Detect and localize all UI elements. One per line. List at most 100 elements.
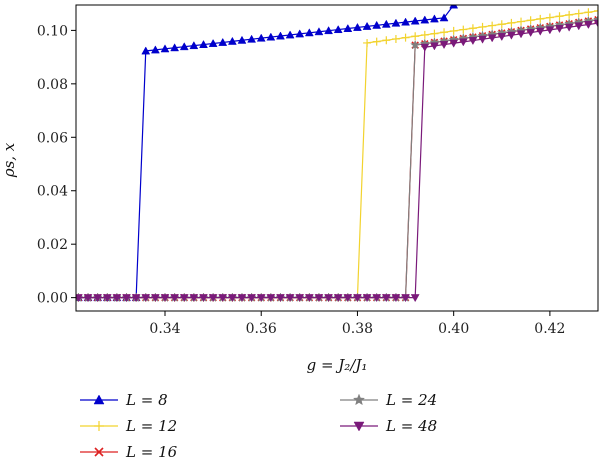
legend-marker xyxy=(352,393,366,406)
legend-item: L = 12 xyxy=(80,417,177,435)
data-point xyxy=(583,21,593,30)
data-point xyxy=(487,34,497,43)
data-point xyxy=(555,12,564,21)
data-point xyxy=(141,294,151,303)
data-point xyxy=(497,20,506,29)
data-point xyxy=(391,34,400,43)
data-point xyxy=(227,36,237,45)
data-point xyxy=(333,294,343,303)
data-point xyxy=(276,294,285,303)
data-point xyxy=(391,294,401,303)
legend-item: L = 48 xyxy=(340,417,437,435)
x-tick-label: 0.38 xyxy=(342,321,373,337)
data-point xyxy=(468,37,478,46)
data-point xyxy=(247,34,257,43)
data-point xyxy=(526,16,535,25)
data-point xyxy=(526,29,536,38)
series-l-48 xyxy=(76,19,598,303)
data-point xyxy=(314,294,324,303)
data-point xyxy=(131,294,141,303)
plot-frame xyxy=(75,4,599,312)
data-point xyxy=(237,294,247,303)
data-point xyxy=(324,26,334,35)
data-point xyxy=(516,30,526,39)
data-point xyxy=(401,33,410,42)
data-point xyxy=(468,24,477,33)
x-axis-label: g = J₂/J₁ xyxy=(307,356,368,374)
data-point xyxy=(507,18,516,27)
x-tick-label: 0.34 xyxy=(149,321,180,337)
data-point xyxy=(594,6,598,15)
data-point xyxy=(593,19,598,28)
legend-marker xyxy=(353,421,365,432)
data-point xyxy=(372,294,382,303)
data-point xyxy=(353,22,362,31)
series-layer xyxy=(76,5,598,303)
data-point xyxy=(112,294,122,303)
data-point xyxy=(565,10,574,19)
data-point xyxy=(276,31,285,40)
data-point xyxy=(170,43,180,52)
data-point xyxy=(362,294,372,303)
data-point xyxy=(150,294,160,303)
data-point xyxy=(430,29,439,38)
legend-label: L = 24 xyxy=(385,391,437,409)
x-tick-label: 0.42 xyxy=(534,321,565,337)
data-point xyxy=(170,294,180,303)
data-point xyxy=(179,42,189,51)
data-point xyxy=(295,29,305,38)
data-point xyxy=(478,22,487,31)
legend-marker xyxy=(94,421,104,431)
data-point xyxy=(429,14,439,23)
data-point xyxy=(401,294,410,303)
data-point xyxy=(266,294,276,303)
data-point xyxy=(382,36,391,45)
data-point xyxy=(102,294,112,303)
data-point xyxy=(93,294,103,303)
data-point xyxy=(218,294,228,303)
data-point xyxy=(381,294,391,303)
data-point xyxy=(545,26,555,35)
y-axis-label: ρs, x xyxy=(0,142,18,178)
data-point xyxy=(391,18,401,27)
data-point xyxy=(506,31,516,40)
y-tick-label: 0.10 xyxy=(37,23,68,39)
data-point xyxy=(584,8,593,17)
data-point xyxy=(295,294,305,303)
data-point xyxy=(122,294,131,303)
data-point xyxy=(429,42,439,51)
legend: L = 8 L = 12 L = 16 L = 24 L = 48 xyxy=(80,391,437,461)
data-point xyxy=(179,294,189,303)
data-point xyxy=(343,24,353,32)
data-point xyxy=(449,26,458,35)
data-point xyxy=(372,37,381,46)
data-point xyxy=(304,28,314,37)
data-point xyxy=(497,33,507,42)
data-point xyxy=(285,30,295,39)
data-point xyxy=(333,25,343,34)
data-point xyxy=(208,38,218,47)
data-point xyxy=(160,294,170,303)
data-point xyxy=(266,32,276,41)
y-tick-label: 0.00 xyxy=(37,291,68,307)
data-point xyxy=(304,294,314,303)
data-point xyxy=(535,27,545,36)
data-point xyxy=(141,46,151,55)
data-point xyxy=(555,25,564,34)
y-tick-label: 0.04 xyxy=(37,184,68,200)
data-point xyxy=(449,39,459,48)
y-tick-label: 0.02 xyxy=(37,237,68,253)
data-point xyxy=(237,35,247,44)
data-point xyxy=(362,21,372,30)
data-point xyxy=(160,44,170,53)
data-point xyxy=(439,13,449,22)
data-point xyxy=(324,294,334,303)
legend-item: L = 16 xyxy=(80,443,178,461)
y-axis: 0.00 0.02 0.04 0.06 0.08 0.10 xyxy=(37,23,76,307)
plot-area xyxy=(76,5,598,311)
data-point xyxy=(574,22,584,31)
data-point xyxy=(401,17,410,26)
x-tick-label: 0.36 xyxy=(246,321,277,337)
data-point xyxy=(208,294,218,303)
